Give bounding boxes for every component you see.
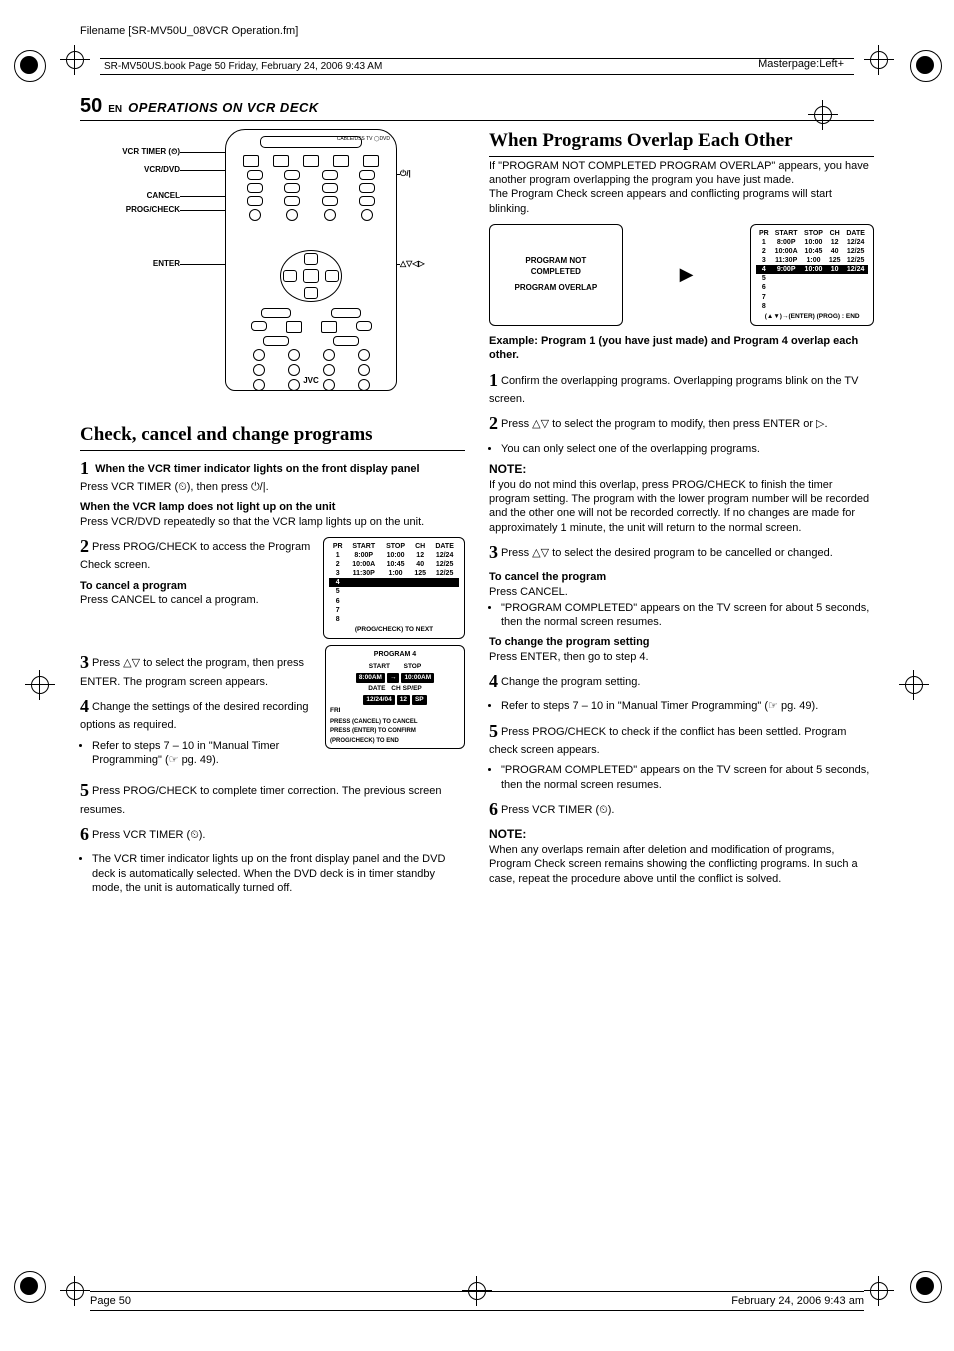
footer-right: February 24, 2006 9:43 am [731,1295,864,1307]
label-vcr-timer: VCR TIMER (⏲) [80,147,180,157]
page-number: 50 [80,95,102,118]
subhead-change-prog: To change the program setting [489,635,874,649]
example-heading: Example: Program 1 (you have just made) … [489,334,874,363]
step-5: 5Press PROG/CHECK to complete timer corr… [80,779,465,817]
screen-program-4: PROGRAM 4 START STOP 8:00AM→10:00AM DATE… [325,645,465,749]
masterpage: Masterpage:Left+ [758,58,844,70]
remote-diagram: VCR TIMER (⏲) VCR/DVD CANCEL PROG/CHECK … [80,129,465,409]
note-1: If you do not mind this overlap, press P… [489,478,874,535]
regmark-tr [910,50,940,80]
crosshair [864,45,894,75]
screen-overlap: PRSTARTSTOPCHDATE 18:00P10:001212/24 210… [750,224,874,326]
step-6: 6Press VCR TIMER (⏲). [80,823,465,846]
crosshair [864,1276,894,1306]
page: Filename [SR-MV50U_08VCR Operation.fm] S… [0,0,954,1351]
heading-overlap: When Programs Overlap Each Other [489,129,874,157]
book-line: SR-MV50US.book Page 50 Friday, February … [100,58,854,75]
note-heading-2: NOTE: [489,827,874,843]
r-step-5: 5Press PROG/CHECK to check if the confli… [489,720,874,758]
regmark-br [910,1271,940,1301]
regmark-bl [14,1271,44,1301]
label-enter: ENTER [80,259,180,269]
text-lamp: Press VCR/DVD repeatedly so that the VCR… [80,515,465,529]
lang-en: EN [108,104,122,115]
footer: Page 50 February 24, 2006 9:43 am [90,1291,864,1311]
intro-1: If "PROGRAM NOT COMPLETED PROGRAM OVERLA… [489,159,874,188]
step-6-bullets: The VCR timer indicator lights up on the… [80,852,465,895]
r-step-4-bullets: Refer to steps 7 – 10 in "Manual Timer P… [489,699,874,713]
remote-outline: CABLE/DSS TV ◯DVD [225,129,397,391]
r-step-6: 6Press VCR TIMER (⏲). [489,798,874,821]
text-cancel-prog: Press CANCEL. [489,585,874,599]
r-cancel-bullets: "PROGRAM COMPLETED" appears on the TV sc… [489,601,874,630]
remote-cable-label: CABLE/DSS TV ◯DVD [337,136,390,143]
screen-program-check: PRSTARTSTOPCHDATE 18:00P10:001212/24 210… [323,537,465,639]
remote-brand: JVC [226,376,396,386]
right-column: When Programs Overlap Each Other If "PRO… [489,129,874,901]
label-power: ⏻/| [400,169,411,179]
footer-left: Page 50 [90,1295,131,1307]
text-change-prog: Press ENTER, then go to step 4. [489,650,874,664]
page-header: 50 EN OPERATIONS ON VCR DECK [80,95,874,121]
overlap-diagram: PROGRAM NOT COMPLETED PROGRAM OVERLAP ▶ … [489,224,874,326]
crosshair [60,45,90,75]
section-title: OPERATIONS ON VCR DECK [128,100,319,115]
arrow-icon: ▶ [631,224,743,326]
label-dpad: △▽◁▷ [400,259,425,269]
intro-2: The Program Check screen appears and con… [489,187,874,216]
step-1: 1 When the VCR timer indicator lights on… [80,457,465,495]
crosshair [899,670,929,700]
r-step-1: 1Confirm the overlapping programs. Overl… [489,369,874,407]
note-heading-1: NOTE: [489,462,874,478]
r-step-2-bullets: You can only select one of the overlappi… [489,442,874,456]
label-cancel: CANCEL [80,191,180,201]
subhead-lamp: When the VCR lamp does not light up on t… [80,500,465,514]
heading-check: Check, cancel and change programs [80,423,465,451]
left-column: VCR TIMER (⏲) VCR/DVD CANCEL PROG/CHECK … [80,129,465,901]
regmark-tl [14,50,44,80]
r-step-2: 2Press △▽ to select the program to modif… [489,412,874,435]
r-step-4: 4Change the program setting. [489,670,874,693]
r-step-5-bullets: "PROGRAM COMPLETED" appears on the TV sc… [489,763,874,792]
subhead-cancel-prog: To cancel the program [489,570,874,584]
label-vcr-dvd: VCR/DVD [80,165,180,175]
msg-box: PROGRAM NOT COMPLETED PROGRAM OVERLAP [489,224,623,326]
crosshair [25,670,55,700]
note-2: When any overlaps remain after deletion … [489,843,874,886]
crosshair [60,1276,90,1306]
r-step-3: 3Press △▽ to select the desired program … [489,541,874,564]
filename: Filename [SR-MV50U_08VCR Operation.fm] [80,25,874,37]
label-prog-check: PROG/CHECK [80,205,180,215]
content: 50 EN OPERATIONS ON VCR DECK VCR TIMER (… [80,95,874,901]
